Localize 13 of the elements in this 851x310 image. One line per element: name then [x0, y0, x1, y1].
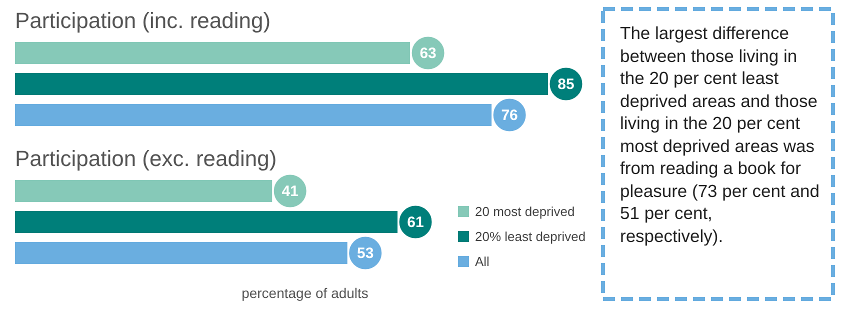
data-label: 76 — [501, 107, 518, 124]
legend-label: 20% least deprived — [475, 229, 586, 244]
legend-label: All — [475, 254, 490, 269]
data-label: 41 — [282, 183, 298, 200]
data-label: 61 — [407, 214, 424, 231]
data-label: 63 — [420, 45, 436, 62]
y-tick-label: Participation (exc. reading) — [15, 146, 277, 171]
y-tick-label: Participation (inc. reading) — [15, 8, 271, 33]
data-label: 85 — [558, 76, 574, 93]
x-axis-title: percentage of adults — [242, 285, 368, 301]
text: The largest difference between those living in the 20 per cent least deprived areas and those living in the 20 per cent most deprived areas was from reading a book for pleasure (73 per cent and 51 per cent, respectively). — [620, 23, 820, 246]
data-label: 53 — [356, 245, 374, 262]
legend-label: 20 most deprived — [475, 204, 575, 219]
